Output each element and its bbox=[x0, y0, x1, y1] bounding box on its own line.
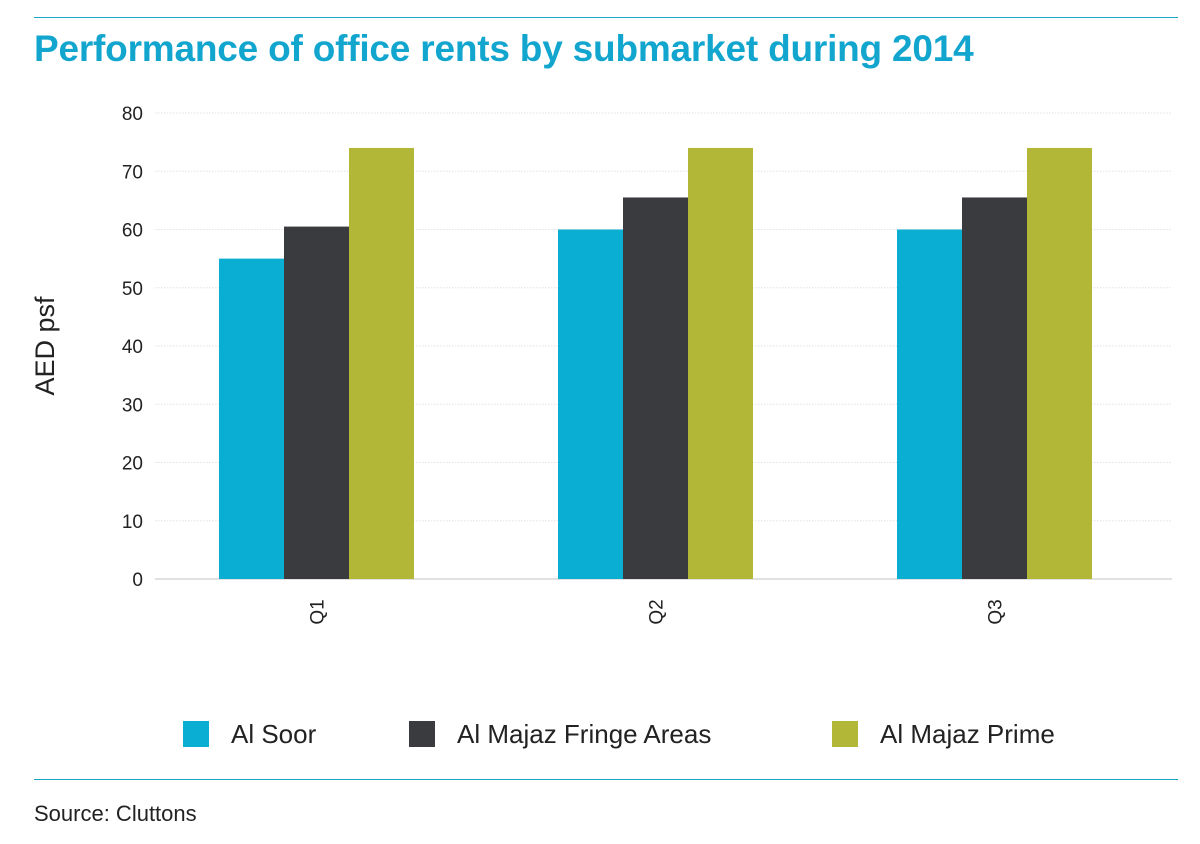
bar-q2-3 bbox=[688, 147, 753, 579]
y-tick-label: 30 bbox=[122, 395, 143, 416]
y-tick-label: 60 bbox=[122, 221, 143, 242]
y-tick-label: 40 bbox=[122, 337, 143, 358]
y-axis-label: AED psf bbox=[30, 296, 60, 396]
y-tick-label: 70 bbox=[122, 162, 143, 183]
bar-q2-1 bbox=[558, 229, 623, 579]
x-tick-label: Q1 bbox=[308, 599, 329, 624]
bar-q1-1 bbox=[219, 258, 284, 579]
chart-title: Performance of office rents by submarket… bbox=[34, 28, 974, 69]
x-tick-label: Q2 bbox=[647, 599, 668, 624]
legend-swatch bbox=[832, 721, 858, 747]
bar-q1-2 bbox=[284, 226, 349, 579]
legend-item: Al Soor bbox=[183, 717, 316, 751]
x-tick-label: Q3 bbox=[986, 599, 1007, 624]
y-tick-label: 20 bbox=[122, 454, 143, 475]
legend-swatch bbox=[183, 721, 209, 747]
bar-q2-2 bbox=[623, 197, 688, 579]
y-tick-label: 50 bbox=[122, 279, 143, 300]
top-rule bbox=[34, 17, 1178, 18]
legend-label: Al Majaz Fringe Areas bbox=[457, 718, 712, 749]
legend: Al Soor Al Majaz Fringe Areas Al Majaz Pri… bbox=[0, 717, 1200, 751]
source-note: Source: Cluttons bbox=[34, 801, 197, 826]
bar-q3-2 bbox=[962, 197, 1027, 579]
legend-item: Al Majaz Fringe Areas bbox=[409, 717, 711, 751]
bottom-rule bbox=[34, 779, 1178, 780]
legend-label: Al Soor bbox=[231, 718, 317, 749]
y-tick-label: 80 bbox=[122, 104, 143, 125]
legend-item: Al Majaz Prime bbox=[832, 717, 1055, 751]
bar-q3-3 bbox=[1027, 147, 1092, 579]
legend-swatch bbox=[409, 721, 435, 747]
y-tick-label: 0 bbox=[132, 570, 143, 591]
bar-chart: 0 10 20 30 40 50 60 70 80 AED psf Q1 Q2 Q3 bbox=[30, 104, 1172, 625]
bar-q3-1 bbox=[897, 229, 962, 579]
legend-label: Al Majaz Prime bbox=[880, 718, 1055, 749]
bar-q1-3 bbox=[349, 147, 414, 579]
y-tick-label: 10 bbox=[122, 512, 143, 533]
